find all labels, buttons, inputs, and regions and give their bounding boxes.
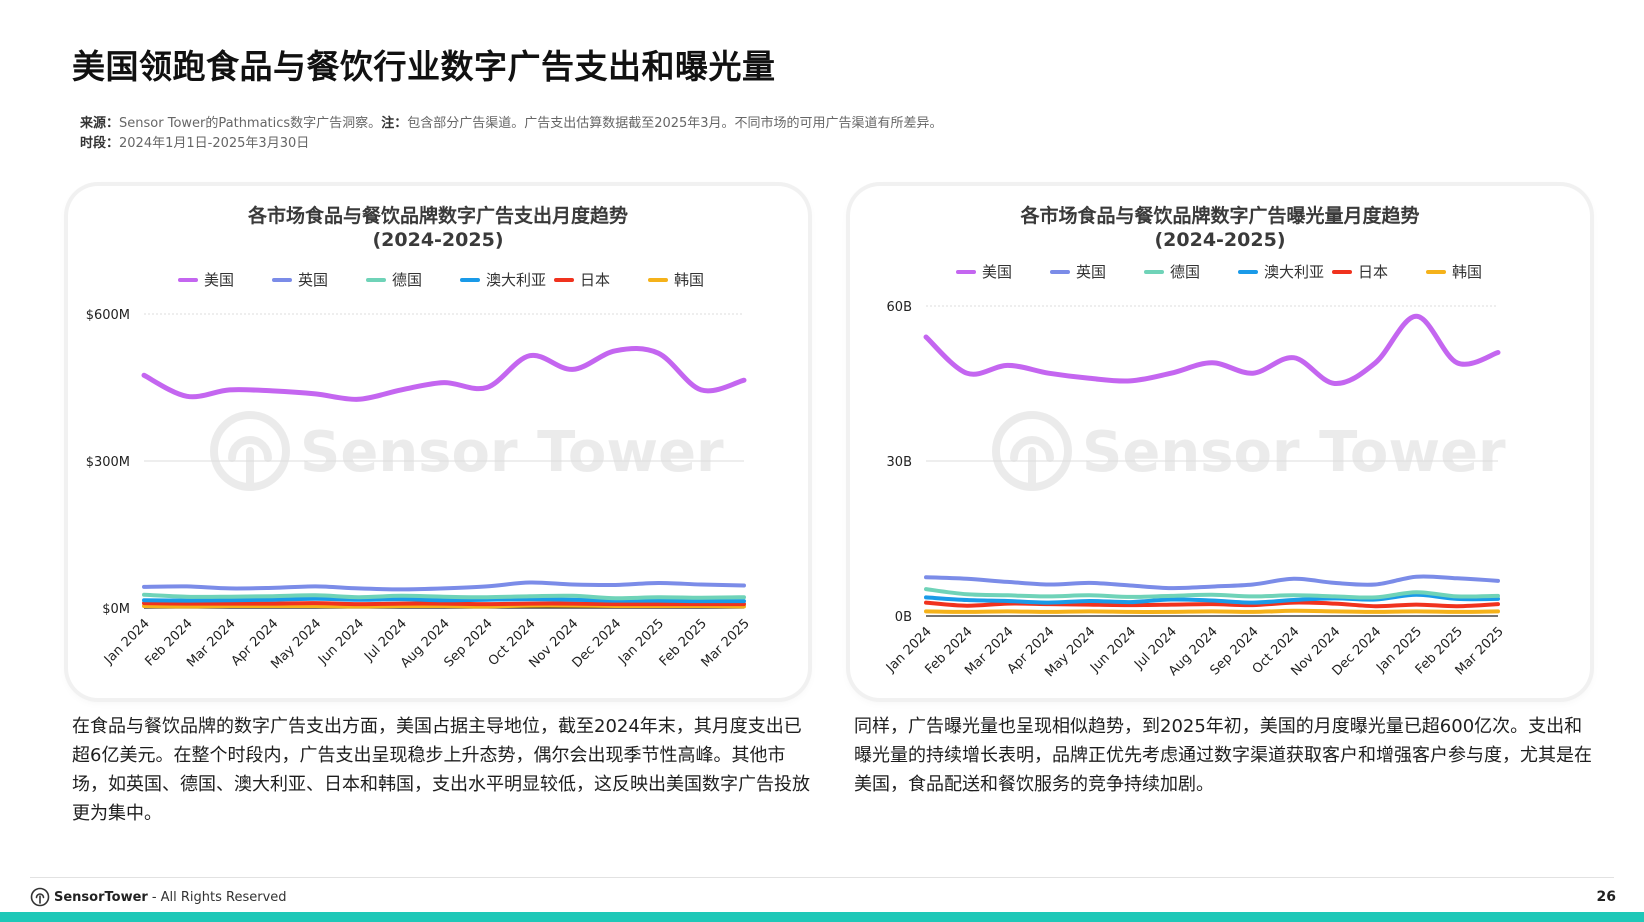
legend-label: 韩国 <box>674 271 704 289</box>
chart-title-years: (2024-2025) <box>1154 229 1285 251</box>
legend-item: 英国 <box>1050 263 1106 281</box>
legend-item: 英国 <box>272 271 328 289</box>
legend-label: 德国 <box>1170 263 1200 281</box>
legend-item: 韩国 <box>1426 263 1482 281</box>
footer-brand: SensorTower <box>54 889 148 905</box>
period-note: 时段：2024年1月1日-2025年3月30日 <box>80 132 309 151</box>
series-line-3 <box>142 592 746 601</box>
legend-item: 日本 <box>1332 263 1388 281</box>
accent-bar <box>0 912 1644 922</box>
legend-label: 美国 <box>982 263 1012 281</box>
source-label: 来源： <box>80 116 120 131</box>
y-tick-label: $600M <box>86 308 130 323</box>
legend-item: 韩国 <box>648 271 704 289</box>
spend-chart-card: Sensor Tower 各市场食品与餐饮品牌数字广告支出月度趋势 (2024-20… <box>68 186 808 698</box>
chart-legend: 美国 英国 德国 澳大利亚 日本 韩国 <box>178 271 704 289</box>
spend-description: 在食品与餐饮品牌的数字广告支出方面，美国占据主导地位，截至2024年末，其月度支… <box>72 716 810 824</box>
page-title: 美国领跑食品与餐饮行业数字广告支出和曝光量 <box>72 47 776 86</box>
source-note: 来源：Sensor Tower的Pathmatics数字广告洞察。注：包含部分广… <box>80 112 943 131</box>
legend-label: 美国 <box>204 271 234 289</box>
y-tick-label: 30B <box>887 455 912 470</box>
legend-item: 日本 <box>554 271 610 289</box>
series-line-4 <box>142 596 746 604</box>
note-text: 包含部分广告渠道。广告支出估算数据截至2025年3月。不同市场的可用广告渠道有所… <box>407 116 943 131</box>
legend-item: 澳大利亚 <box>460 271 546 289</box>
legend-label: 日本 <box>580 271 610 289</box>
footer-divider <box>30 877 1614 878</box>
series-line-6 <box>924 608 1500 614</box>
legend-label: 英国 <box>1076 263 1106 281</box>
series-line-1 <box>141 346 747 402</box>
y-tick-label: $0M <box>102 602 130 617</box>
legend-item: 美国 <box>956 263 1012 281</box>
period-label: 时段： <box>80 136 120 151</box>
series-line-1 <box>923 313 1501 387</box>
period-text: 2024年1月1日-2025年3月30日 <box>119 136 310 151</box>
legend-label: 澳大利亚 <box>486 271 546 289</box>
series-line-2 <box>142 580 746 592</box>
chart-legend: 美国 英国 德国 澳大利亚 日本 韩国 <box>956 263 1482 281</box>
chart-title-years: (2024-2025) <box>372 229 503 251</box>
watermark-text: Sensor Tower <box>1082 420 1506 485</box>
impressions-description: 同样，广告曝光量也呈现相似趋势，到2025年初，美国的月度曝光量已超600亿次。… <box>854 716 1592 795</box>
impressions-chart-card: Sensor Tower 各市场食品与餐饮品牌数字广告曝光量月度趋势 (2024-2… <box>850 186 1590 698</box>
legend-item: 德国 <box>366 271 422 289</box>
chart-title: 各市场食品与餐饮品牌数字广告支出月度趋势 <box>247 204 628 227</box>
legend-label: 韩国 <box>1452 263 1482 281</box>
watermark-text: Sensor Tower <box>300 420 724 485</box>
legend-item: 美国 <box>178 271 234 289</box>
sensor-tower-logo-icon <box>30 887 50 907</box>
series-line-5 <box>142 601 746 607</box>
series-line-2 <box>924 574 1500 591</box>
y-tick-label: $300M <box>86 455 130 470</box>
legend-item: 澳大利亚 <box>1238 263 1324 281</box>
footer-logo: SensorTower - All Rights Reserved <box>30 886 287 908</box>
series-line-4 <box>924 592 1500 605</box>
footer-rights: - All Rights Reserved <box>151 889 287 905</box>
spend-chart: Sensor Tower 各市场食品与餐饮品牌数字广告支出月度趋势(2024-20… <box>86 204 753 672</box>
y-tick-label: 0B <box>895 610 912 625</box>
watermark: Sensor Tower <box>210 411 724 491</box>
series-line-5 <box>924 600 1500 609</box>
impressions-chart: Sensor Tower 各市场食品与餐饮品牌数字广告曝光量月度趋势(2024-2… <box>883 204 1507 680</box>
note-label: 注： <box>381 116 408 131</box>
x-tick-label: Jun 2024 <box>315 616 367 668</box>
legend-label: 德国 <box>392 271 422 289</box>
series-line-3 <box>924 587 1500 600</box>
legend-item: 德国 <box>1144 263 1200 281</box>
legend-label: 日本 <box>1358 263 1388 281</box>
source-text: Sensor Tower的Pathmatics数字广告洞察。 <box>119 116 382 131</box>
watermark: Sensor Tower <box>992 411 1506 491</box>
legend-label: 澳大利亚 <box>1264 263 1324 281</box>
chart-title: 各市场食品与餐饮品牌数字广告曝光量月度趋势 <box>1019 204 1419 227</box>
page-number: 26 <box>1596 889 1616 905</box>
legend-label: 英国 <box>298 271 328 289</box>
y-tick-label: 60B <box>887 300 912 315</box>
